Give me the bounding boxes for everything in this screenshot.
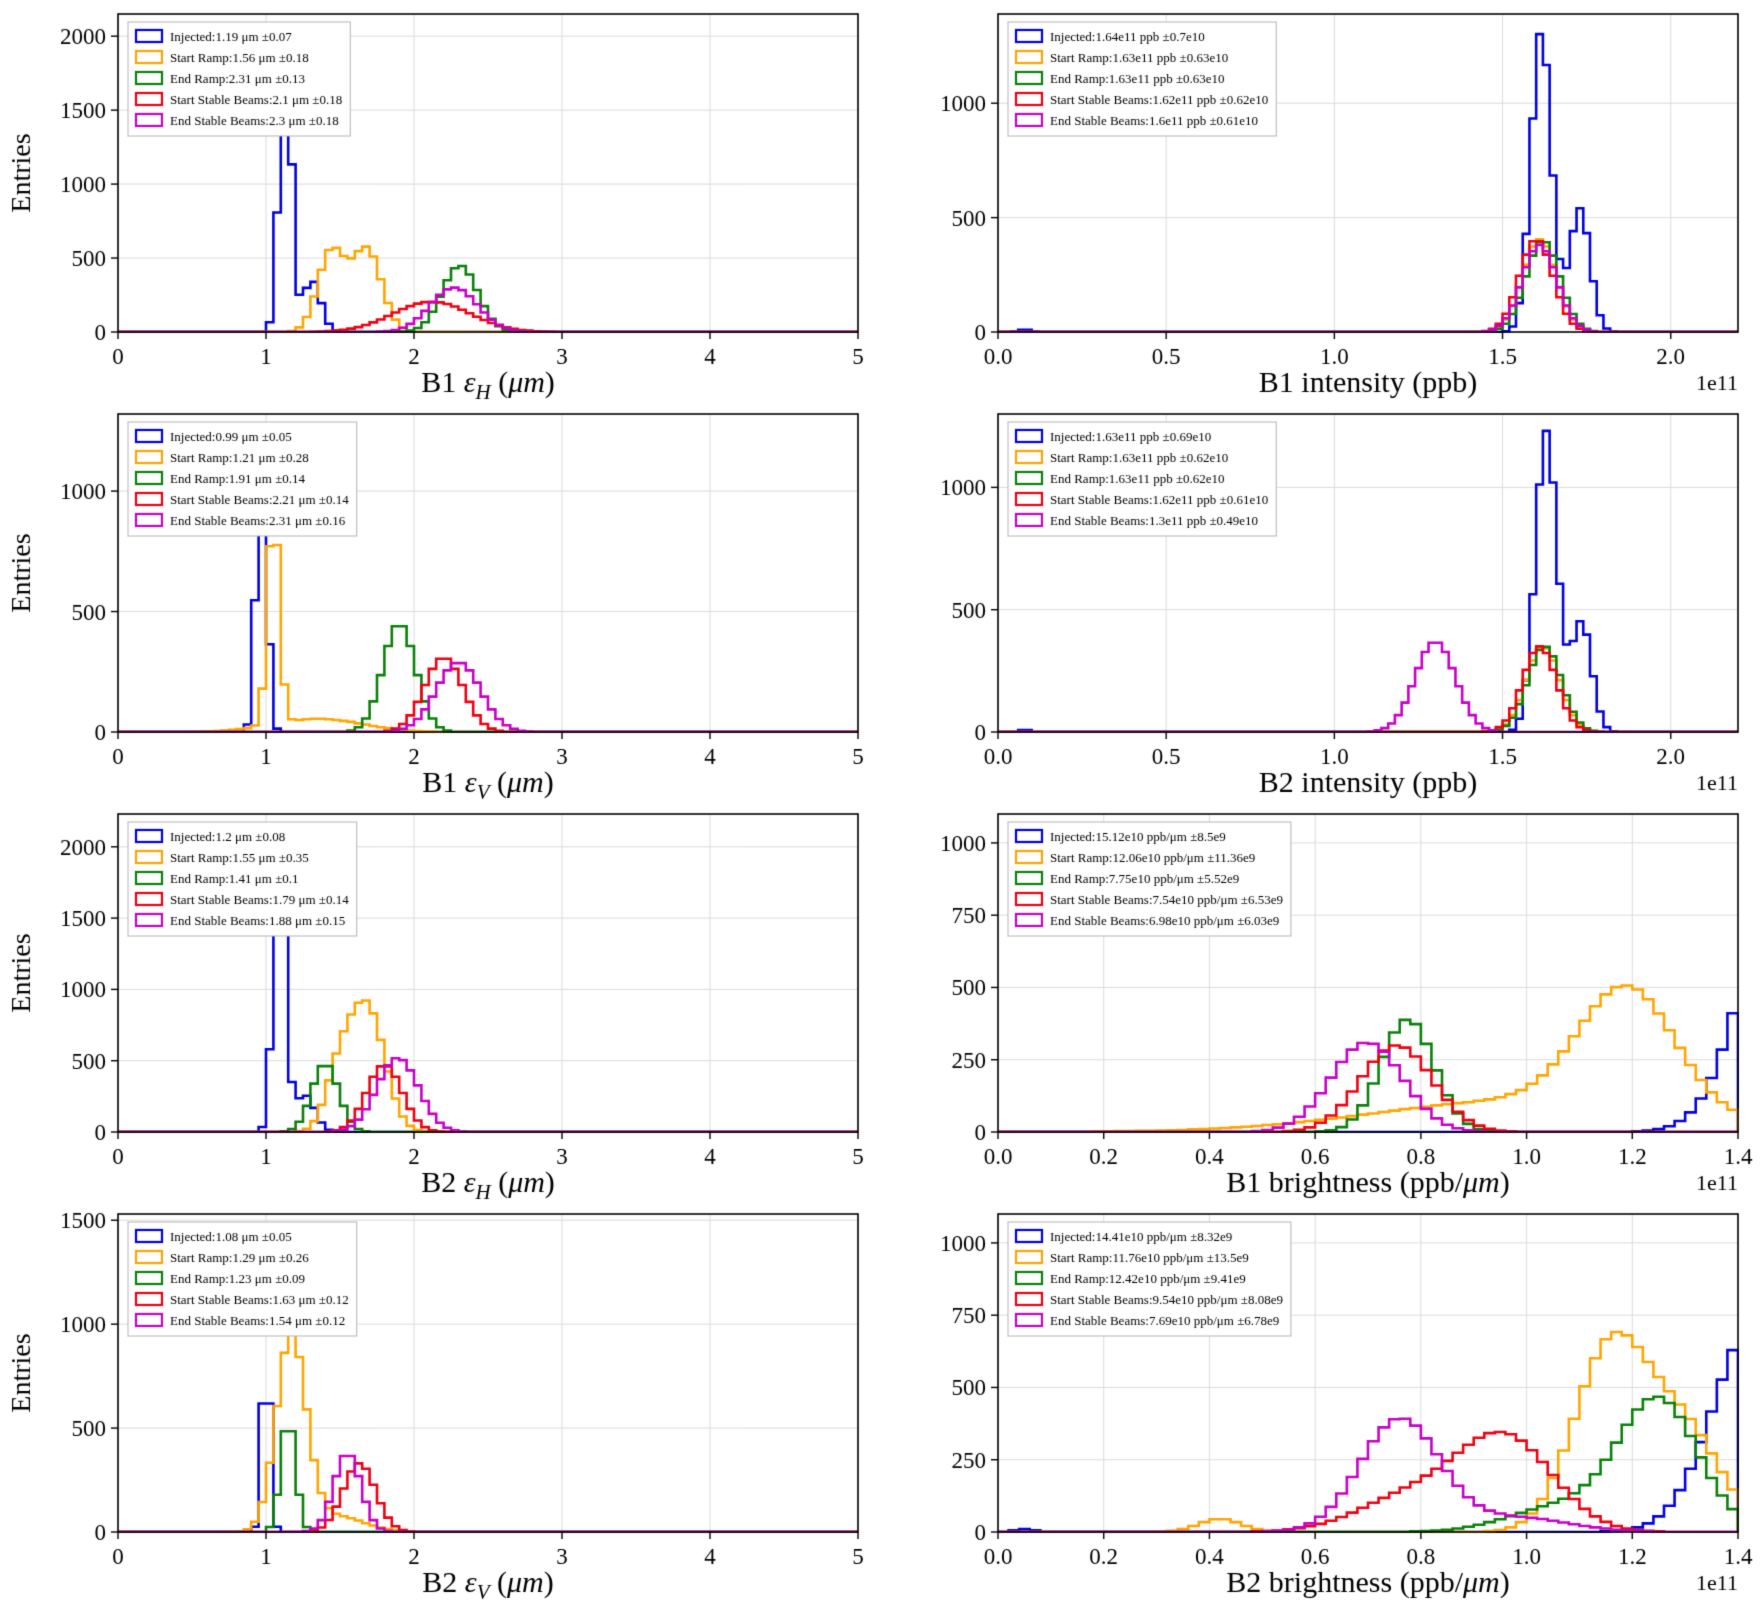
plot-b2-brightness	[880, 1200, 1760, 1600]
plot-b1-emittance-v	[0, 400, 880, 800]
plot-b2-intensity	[880, 400, 1760, 800]
subplot-b2-emittance-v	[0, 1200, 880, 1600]
plot-b1-intensity	[880, 0, 1760, 400]
subplot-b2-brightness	[880, 1200, 1760, 1600]
plot-b2-emittance-h	[0, 800, 880, 1200]
subplot-b2-emittance-h	[0, 800, 880, 1200]
plot-b2-emittance-v	[0, 1200, 880, 1600]
subplot-b2-intensity	[880, 400, 1760, 800]
plot-b1-brightness	[880, 800, 1760, 1200]
subplot-b1-emittance-h	[0, 0, 880, 400]
subplot-b1-emittance-v	[0, 400, 880, 800]
subplot-b1-brightness	[880, 800, 1760, 1200]
plot-b1-emittance-h	[0, 0, 880, 400]
subplot-b1-intensity	[880, 0, 1760, 400]
